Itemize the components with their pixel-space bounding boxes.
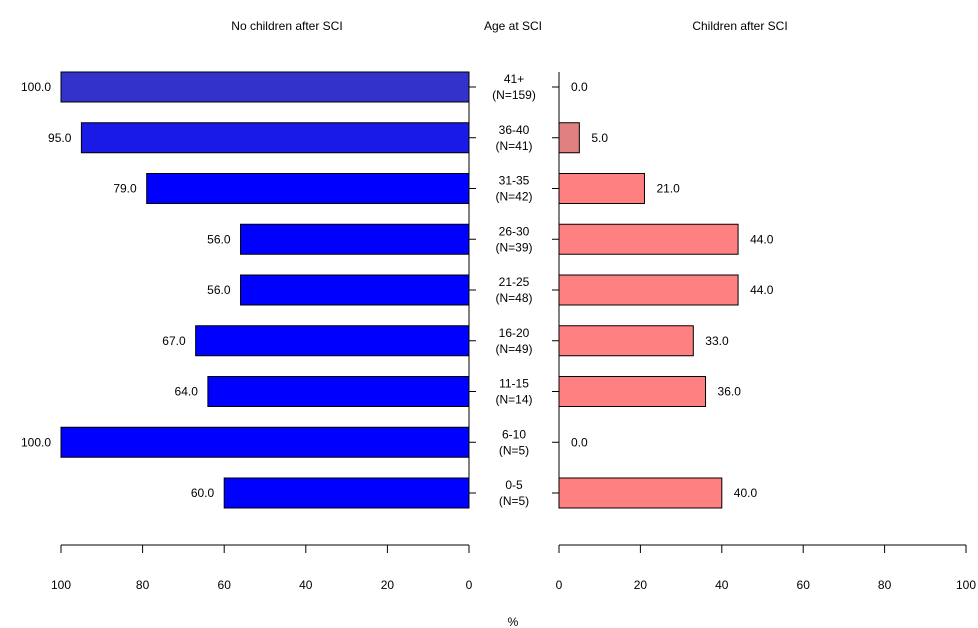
left-bar-value-label: 79.0 (113, 182, 137, 196)
age-group-count-label: (N=39) (495, 240, 532, 254)
right-bar (558, 173, 645, 204)
left-bar (240, 223, 470, 255)
age-group-label: 11-15 (499, 377, 529, 391)
right-bar (558, 274, 739, 306)
age-group-count-label: (N=5) (499, 443, 529, 457)
center-title: Age at SCI (484, 19, 542, 33)
right-bar-value-label: 0.0 (571, 435, 588, 449)
age-group-count-label: (N=41) (495, 139, 532, 153)
left-bar-value-label: 100.0 (21, 435, 51, 449)
right-bar-value-label: 33.0 (705, 334, 729, 348)
left-axis-tick-label: 20 (381, 578, 395, 592)
left-bar (80, 122, 470, 154)
left-bar (60, 71, 470, 103)
age-group-label: 6-10 (502, 427, 526, 441)
right-bar (558, 325, 694, 357)
left-bar-value-label: 67.0 (162, 334, 186, 348)
left-panel-title: No children after SCI (231, 19, 342, 33)
age-group-count-label: (N=49) (495, 342, 532, 356)
left-axis-tick-label: 0 (466, 578, 473, 592)
left-bar-value-label: 100.0 (21, 80, 51, 94)
left-axis-tick-label: 80 (136, 578, 150, 592)
left-bar-value-label: 56.0 (207, 232, 231, 246)
category-labels-group: 41+ (N=159) 36-40 (N=41) 31-35 (N=42) 26-30 (N=… (492, 72, 536, 508)
x-axis-label: % (508, 615, 519, 628)
left-bar (195, 325, 470, 357)
age-group-count-label: (N=159) (492, 88, 536, 102)
left-axis-tick-label: 60 (218, 578, 232, 592)
age-group-label: 16-20 (499, 326, 530, 340)
age-group-count-label: (N=42) (495, 190, 532, 204)
age-group-count-label: (N=14) (495, 393, 532, 407)
left-bars-group: 100.0 95.0 79.0 56.0 56.0 67.0 64.0 100.0 60.0 (21, 71, 476, 509)
left-x-axis: 0 20 40 60 80 100 (51, 544, 473, 592)
left-bar (207, 376, 470, 407)
age-group-label: 26-30 (499, 224, 530, 238)
right-axis-tick-label: 40 (715, 578, 729, 592)
right-axis-tick-label: 0 (556, 578, 563, 592)
left-bar-value-label: 56.0 (207, 283, 231, 297)
right-axis-tick-label: 60 (797, 578, 811, 592)
right-bar (558, 376, 707, 407)
right-axis-tick-label: 80 (878, 578, 892, 592)
right-bars-group: 0.0 5.0 21.0 44.0 44.0 33.0 36.0 0.0 40.0 (552, 72, 774, 509)
left-bar (146, 173, 470, 204)
right-bar-value-label: 40.0 (734, 486, 758, 500)
left-bar-value-label: 95.0 (48, 131, 72, 145)
right-bar-value-label: 36.0 (718, 385, 742, 399)
left-bar-value-label: 64.0 (175, 385, 199, 399)
right-bar (558, 223, 739, 255)
right-bar-value-label: 44.0 (750, 283, 774, 297)
right-bar-value-label: 21.0 (656, 182, 680, 196)
age-group-label: 31-35 (499, 174, 530, 188)
age-group-label: 36-40 (499, 123, 530, 137)
age-group-label: 0-5 (505, 478, 523, 492)
age-group-count-label: (N=48) (495, 291, 532, 305)
right-panel-title: Children after SCI (692, 19, 787, 33)
age-group-count-label: (N=5) (499, 494, 529, 508)
age-group-label: 21-25 (499, 275, 530, 289)
right-axis-tick-label: 100 (956, 578, 976, 592)
left-axis-tick-label: 100 (51, 578, 71, 592)
left-bar (223, 477, 470, 509)
right-bar-value-label: 44.0 (750, 232, 774, 246)
age-group-label: 41+ (504, 72, 524, 86)
right-bar (558, 122, 580, 154)
left-bar (240, 274, 470, 306)
right-axis-tick-label: 20 (634, 578, 648, 592)
right-x-axis: 0 20 40 60 80 100 (556, 544, 976, 592)
right-bar-value-label: 5.0 (591, 131, 608, 145)
left-bar (60, 426, 470, 458)
right-bar-value-label: 0.0 (571, 80, 588, 94)
left-axis-tick-label: 40 (299, 578, 313, 592)
left-bar-value-label: 60.0 (191, 486, 215, 500)
right-bar (558, 477, 723, 509)
